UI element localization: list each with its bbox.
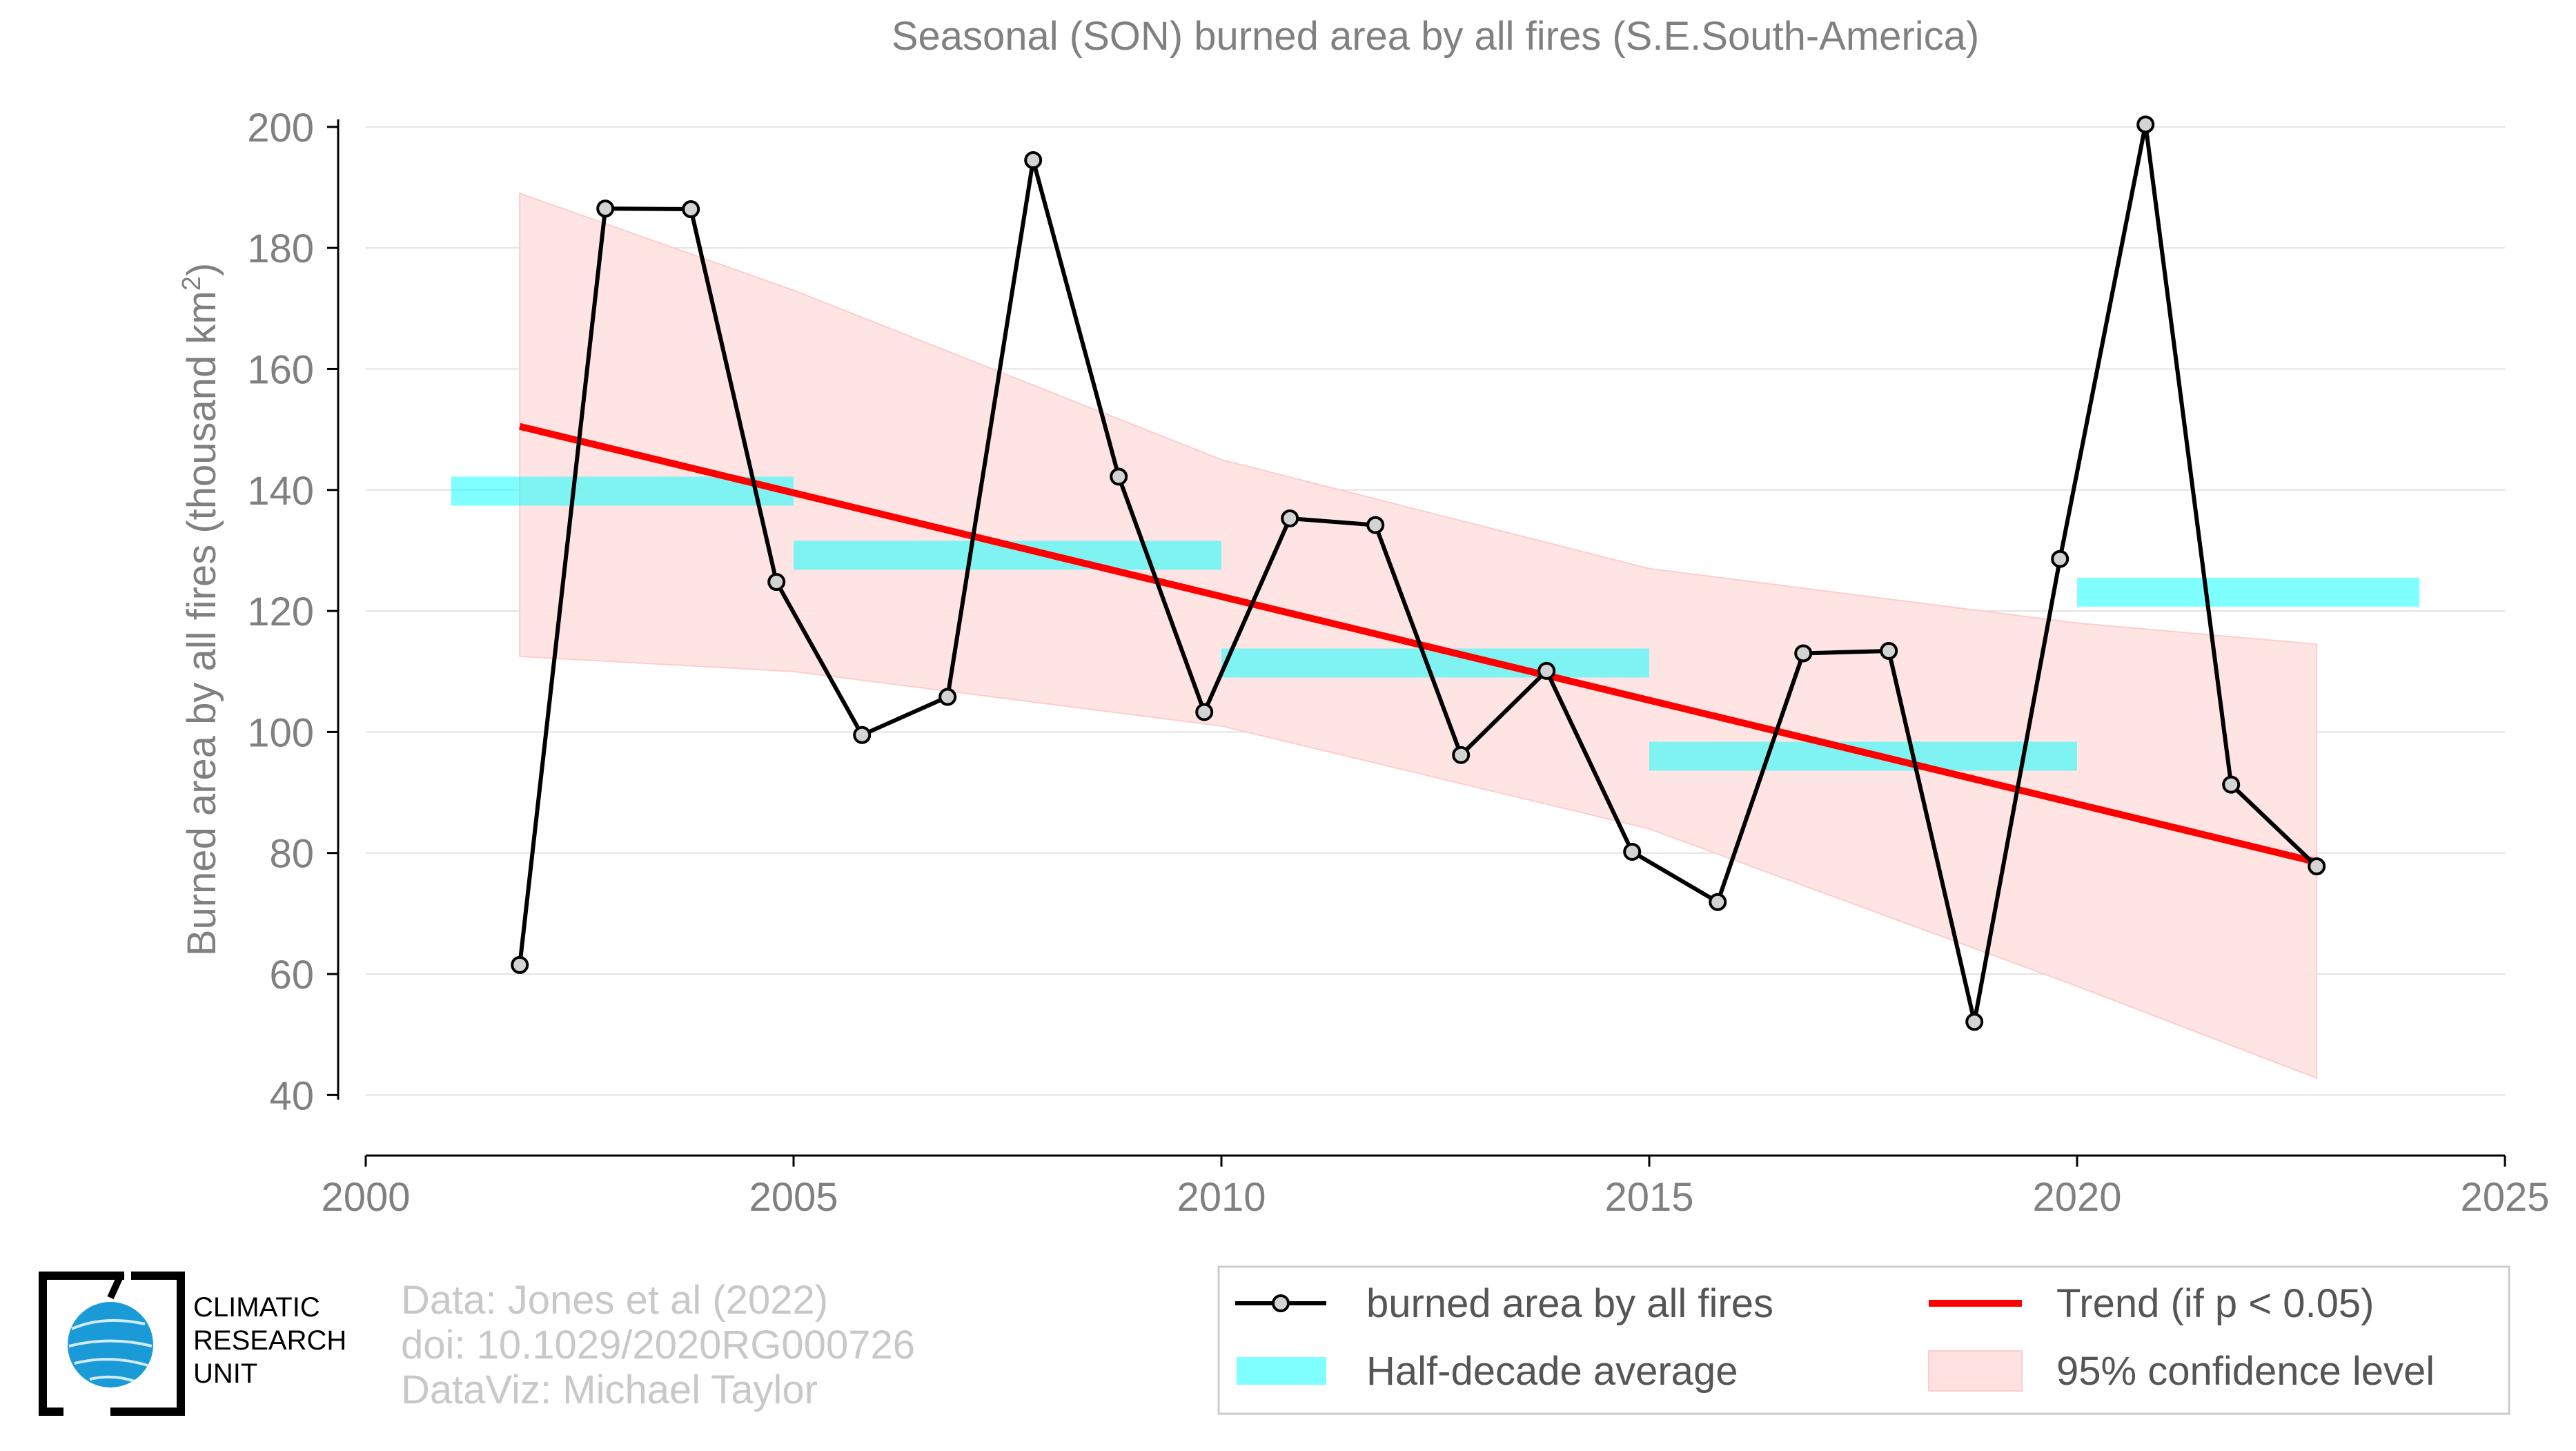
data-point-16 — [1881, 643, 1896, 659]
y-tick-label-120: 120 — [247, 590, 314, 634]
data-point-18 — [2052, 552, 2067, 567]
credit-dataviz: DataViz: Michael Taylor — [401, 1367, 818, 1413]
data-point-8 — [1197, 704, 1212, 719]
legend-marker-burned-area — [1273, 1296, 1288, 1311]
data-point-10 — [1368, 518, 1383, 533]
credit-doi: doi: 10.1029/2020RG000726 — [401, 1322, 915, 1368]
x-tick-label-2015: 2015 — [1604, 1175, 1693, 1220]
x-tick-label-2010: 2010 — [1177, 1175, 1266, 1220]
x-axis-ticks: 2000 2005 2010 2015 2020 2025 — [321, 1156, 2549, 1220]
y-axis-label: Burned area by all fires (thousand km2) — [177, 263, 224, 956]
data-point-15 — [1796, 645, 1811, 661]
data-point-17 — [1967, 1014, 1982, 1029]
y-tick-label-100: 100 — [247, 710, 314, 755]
legend-label-confidence: 95% confidence level — [2056, 1349, 2435, 1394]
data-point-20 — [2223, 777, 2239, 792]
data-point-7 — [1111, 469, 1126, 484]
half-decade-bar-2020 — [2077, 578, 2419, 607]
legend-swatch-half-decade — [1237, 1357, 1326, 1385]
y-tick-label-200: 200 — [247, 106, 314, 150]
legend-label-half-decade: Half-decade average — [1366, 1349, 1738, 1394]
x-tick-label-2025: 2025 — [2460, 1175, 2549, 1220]
x-tick-label-2020: 2020 — [2032, 1175, 2121, 1220]
y-tick-label-80: 80 — [269, 832, 314, 877]
logo-text-climatic: CLIMATIC — [193, 1291, 320, 1324]
y-tick-label-40: 40 — [269, 1073, 314, 1118]
data-point-9 — [1282, 511, 1297, 526]
credit-data-source: Data: Jones et al (2022) — [401, 1277, 828, 1323]
legend-swatch-confidence — [1929, 1351, 2022, 1391]
data-point-5 — [940, 690, 955, 705]
logo-text-unit: UNIT — [193, 1357, 257, 1390]
data-point-12 — [1539, 663, 1554, 679]
data-point-19 — [2138, 117, 2153, 132]
logo-text-research: RESEARCH — [193, 1324, 346, 1357]
y-axis-label-superscript: 2 — [177, 276, 206, 291]
data-point-13 — [1624, 844, 1640, 859]
x-tick-label-2000: 2000 — [321, 1175, 410, 1220]
legend-label-trend: Trend (if p < 0.05) — [2056, 1281, 2374, 1326]
data-point-2 — [683, 202, 698, 217]
y-axis-ticks: 40 60 80 100 120 140 160 180 200 — [247, 106, 338, 1119]
y-axis-label-main: Burned area by all fires (thousand km — [179, 291, 224, 956]
data-point-0 — [512, 957, 527, 973]
data-point-4 — [854, 728, 869, 743]
data-point-6 — [1025, 153, 1041, 168]
y-tick-label-60: 60 — [269, 953, 314, 997]
data-point-3 — [769, 574, 784, 590]
data-point-1 — [598, 201, 613, 216]
cru-logo — [43, 1274, 181, 1412]
chart-title: Seasonal (SON) burned area by all fires … — [892, 14, 1979, 59]
data-point-11 — [1453, 748, 1468, 763]
legend-label-burned-area: burned area by all fires — [1366, 1281, 1773, 1326]
y-tick-label-140: 140 — [247, 469, 314, 514]
x-tick-label-2005: 2005 — [749, 1175, 838, 1220]
y-axis-label-tail: ) — [179, 263, 224, 276]
data-point-14 — [1710, 895, 1725, 910]
half-decade-bar-2010 — [1221, 648, 1649, 677]
legend: burned area by all fires Trend (if p < 0… — [1219, 1267, 2509, 1414]
data-point-21 — [2309, 859, 2324, 874]
y-tick-label-180: 180 — [247, 226, 314, 271]
y-tick-label-160: 160 — [247, 347, 314, 392]
half-decade-bar-2015 — [1649, 741, 2077, 770]
